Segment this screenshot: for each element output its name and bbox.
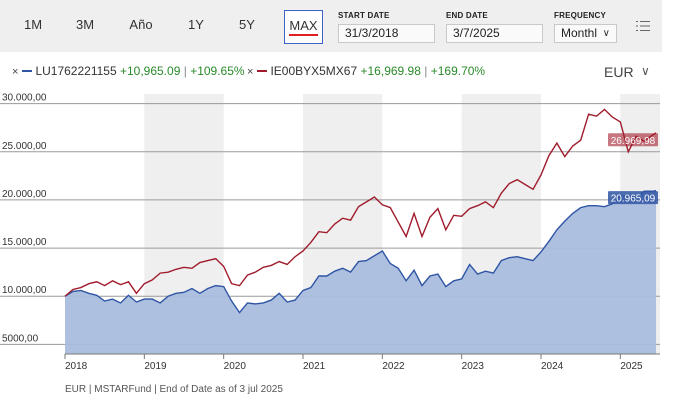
series-2-end-label-bg xyxy=(608,133,658,147)
series-1-line xyxy=(64,189,657,314)
footer-note: EUR | MSTARFund | End of Date as of 3 ju… xyxy=(65,384,283,395)
series-1-name: LU1762221155 xyxy=(35,64,117,78)
currency-select[interactable]: EUR xyxy=(604,64,634,80)
end-date-input[interactable]: 3/7/2025 xyxy=(446,24,543,43)
legend-item-series-2: × IE00BYX5MX67 +16,969.98 | +169.70% xyxy=(247,64,485,78)
series-2-name: IE00BYX5MX67 xyxy=(270,64,358,78)
series-2-pct-change: +169.70% xyxy=(430,64,486,78)
series-2-line xyxy=(64,108,657,297)
range-ytd-button[interactable]: Año xyxy=(129,17,153,32)
frequency-value: Monthl xyxy=(561,26,598,40)
series-2-swatch xyxy=(257,69,268,72)
y-tick-label: 10.000,00 xyxy=(2,285,47,296)
series-1-swatch xyxy=(22,69,33,72)
range-5y-button[interactable]: 5Y xyxy=(239,17,255,32)
range-3m-button[interactable]: 3M xyxy=(75,17,95,32)
x-tick-label: 2024 xyxy=(541,361,564,372)
series-2-end-label: 26.969,98 xyxy=(611,136,656,147)
toolbar: 1M 3M Año 1Y 5Y MAX START DATE 31/3/2018… xyxy=(0,0,662,52)
x-tick-label: 2025 xyxy=(620,361,643,372)
series-1-end-label: 20.965,09 xyxy=(611,194,656,205)
range-1m-button[interactable]: 1M xyxy=(23,17,43,32)
chevron-down-icon: ∨ xyxy=(602,28,610,39)
y-tick-label: 5000,00 xyxy=(2,333,39,344)
series-1-pct-change: +109.65% xyxy=(190,64,245,78)
performance-chart: 5000,00 10.000,00 15.000,00 20.000,00 25.000… xyxy=(0,93,660,372)
x-tick-label: 2018 xyxy=(65,361,88,372)
x-tick-label: 2019 xyxy=(144,361,167,372)
chevron-down-icon[interactable]: ∨ xyxy=(641,64,650,78)
x-tick-label: 2022 xyxy=(382,361,405,372)
start-date-input[interactable]: 31/3/2018 xyxy=(338,24,435,43)
series-1-area xyxy=(65,190,657,354)
series-1-end-label-bg xyxy=(608,191,658,205)
x-tick-label: 2020 xyxy=(224,361,247,372)
range-1y-button[interactable]: 1Y xyxy=(188,17,204,32)
x-tick-label: 2023 xyxy=(462,361,485,372)
range-max-label: MAX xyxy=(289,18,318,36)
y-tick-label: 30.000,00 xyxy=(2,93,47,104)
list-settings-icon[interactable] xyxy=(636,20,650,32)
series-1-abs-change: +10,965.09 xyxy=(119,64,181,78)
end-date-label: END DATE xyxy=(446,11,488,20)
legend-item-series-1: × LU1762221155 +10,965.09 | +109.65% xyxy=(12,64,245,78)
separator: | xyxy=(424,64,428,78)
remove-series-1-icon[interactable]: × xyxy=(12,66,19,78)
remove-series-2-icon[interactable]: × xyxy=(247,66,254,78)
frequency-label: FREQUENCY xyxy=(554,11,607,20)
series-2-abs-change: +16,969.98 xyxy=(360,64,421,78)
y-tick-label: 20.000,00 xyxy=(2,189,47,200)
x-tick-label: 2021 xyxy=(303,361,326,372)
y-tick-label: 15.000,00 xyxy=(2,237,47,248)
start-date-label: START DATE xyxy=(338,11,390,20)
y-tick-label: 25.000,00 xyxy=(2,141,47,152)
separator: | xyxy=(183,64,187,78)
frequency-select[interactable]: Monthl ∨ xyxy=(554,24,617,43)
range-max-button[interactable]: MAX xyxy=(284,10,323,44)
